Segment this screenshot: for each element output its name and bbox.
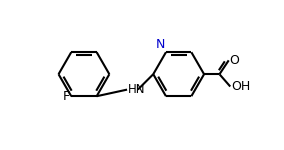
Text: HN: HN [128, 83, 145, 96]
Text: N: N [156, 38, 165, 51]
Text: F: F [62, 90, 70, 103]
Text: OH: OH [231, 80, 250, 93]
Text: O: O [229, 54, 239, 67]
